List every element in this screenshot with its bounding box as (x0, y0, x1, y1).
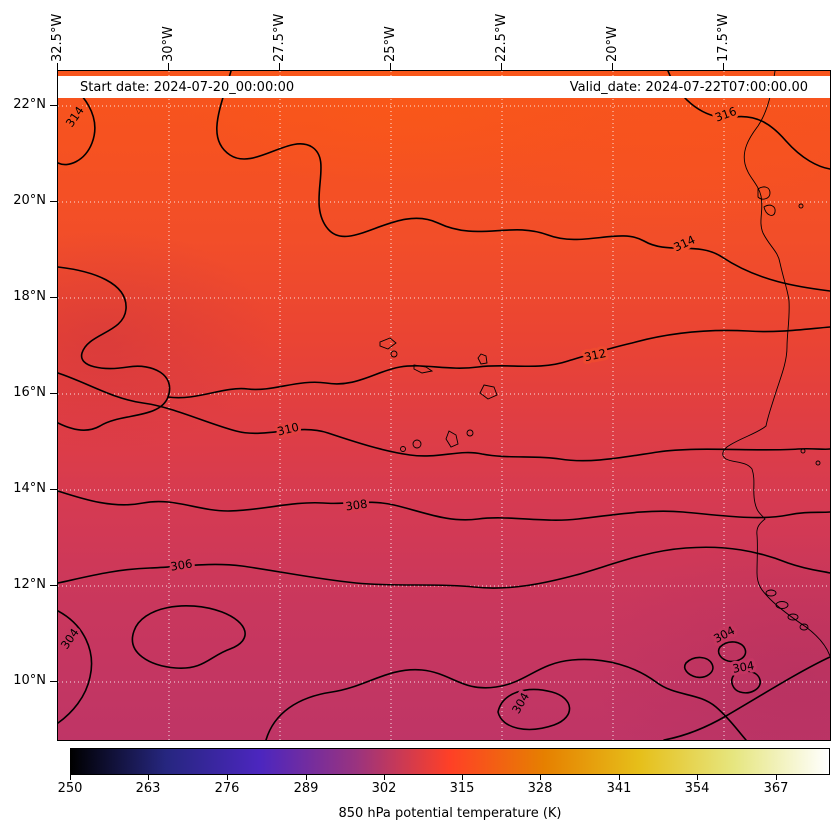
contour-304-loop-east-3 (731, 670, 761, 694)
lat-tick-mark (50, 297, 57, 298)
colorbar-tick-label: 263 (135, 781, 161, 796)
coastal-specks (798, 203, 821, 466)
valid-date-text: Valid_date: 2024-07-22T07:00:00.00 (569, 79, 808, 95)
colorbar-tick-label: 367 (763, 781, 789, 796)
contour-304-left (58, 610, 93, 724)
lat-tick-mark (50, 681, 57, 682)
islands-cape-verde (379, 337, 498, 452)
contour-label-304: 304 (731, 658, 755, 676)
start-date-text: Start date: 2024-07-20_00:00:00 (80, 79, 295, 95)
contour-label-group: 316 314 314 312 310 308 306 304 304 304 … (58, 101, 758, 719)
colorbar (70, 748, 830, 775)
coastline-africa (722, 71, 830, 657)
contour-label-314: 314 (671, 232, 697, 254)
contour-label-314: 314 (63, 104, 87, 130)
colorbar-tick-mark (540, 775, 541, 780)
contour-304-bottom-right (663, 656, 830, 740)
colorbar-tick-label: 289 (293, 781, 319, 796)
colorbar-tick-mark (619, 775, 620, 780)
contour-label-312: 312 (583, 346, 607, 364)
lat-tick-mark (50, 393, 57, 394)
colorbar-tick-mark (148, 775, 149, 780)
lon-tick-label: 22.5°W (494, 13, 509, 62)
lon-tick-label: 30°W (161, 26, 176, 62)
map-plot: 316 314 314 312 310 308 306 304 304 304 … (57, 70, 831, 741)
coastlines (379, 71, 830, 657)
contour-308 (58, 490, 830, 521)
lon-tick-mark (501, 63, 502, 70)
islands-bijagos (765, 589, 809, 631)
contour-304-main (265, 658, 747, 740)
lon-tick-mark (279, 63, 280, 70)
lat-tick-label: 16°N (13, 385, 46, 400)
lat-tick-label: 10°N (13, 673, 46, 688)
colorbar-tick-mark (776, 775, 777, 780)
lat-tick-label: 20°N (13, 193, 46, 208)
lat-tick-label: 12°N (13, 577, 46, 592)
colorbar-tick-label: 315 (449, 781, 475, 796)
lon-tick-mark (612, 63, 613, 70)
lon-tick-label: 20°W (605, 26, 620, 62)
lat-tick-label: 14°N (13, 481, 46, 496)
contour-312-blob (58, 266, 171, 431)
contour-label-304: 304 (58, 626, 82, 652)
contour-304-loop-east-2 (717, 641, 747, 663)
annotation-bar: Start date: 2024-07-20_00:00:00 Valid_da… (58, 76, 830, 98)
banc-arguin-island (757, 186, 771, 200)
colorbar-tick-label: 328 (527, 781, 553, 796)
contour-label-308: 308 (345, 497, 369, 514)
colorbar-tick-mark (384, 775, 385, 780)
contour-label-316: 316 (713, 104, 738, 125)
colorbar-tick-label: 354 (684, 781, 710, 796)
lat-tick-mark (50, 489, 57, 490)
colorbar-tick-mark (306, 775, 307, 780)
lat-tick-mark (50, 201, 57, 202)
contour-316 (667, 71, 830, 170)
contour-304-bottom-loop (497, 688, 571, 731)
colorbar-label: 850 hPa potential temperature (K) (338, 806, 562, 821)
contour-304-loop-east-1 (683, 656, 714, 679)
colorbar-tick-mark (227, 775, 228, 780)
lon-tick-mark (168, 63, 169, 70)
contour-304-blob (131, 605, 246, 669)
map-overlay: 316 314 314 312 310 308 306 304 304 304 … (58, 71, 830, 740)
contour-label-310: 310 (276, 420, 301, 439)
graticule-gridlines (58, 71, 830, 740)
lat-tick-mark (50, 105, 57, 106)
contour-306 (58, 546, 830, 589)
lon-tick-label: 27.5°W (272, 13, 287, 62)
lat-tick-mark (50, 585, 57, 586)
colorbar-tick-label: 341 (606, 781, 632, 796)
lon-tick-label: 17.5°W (716, 13, 731, 62)
contour-310 (58, 372, 830, 462)
colorbar-tick-label: 276 (214, 781, 240, 796)
colorbar-tick-mark (697, 775, 698, 780)
banc-arguin-island (763, 204, 776, 216)
contour-lines (58, 71, 830, 740)
colorbar-tick-mark (70, 775, 71, 780)
contour-314 (216, 71, 830, 292)
contour-312 (167, 326, 830, 399)
contour-label-306: 306 (169, 556, 193, 573)
lat-tick-label: 22°N (13, 97, 46, 112)
lat-tick-label: 18°N (13, 289, 46, 304)
lon-tick-label: 32.5°W (50, 13, 65, 62)
lon-tick-mark (723, 63, 724, 70)
lon-tick-mark (390, 63, 391, 70)
colorbar-tick-label: 302 (371, 781, 397, 796)
lon-tick-label: 25°W (383, 26, 398, 62)
colorbar-tick-mark (462, 775, 463, 780)
colorbar-tick-label: 250 (57, 781, 83, 796)
lon-tick-mark (57, 63, 58, 70)
